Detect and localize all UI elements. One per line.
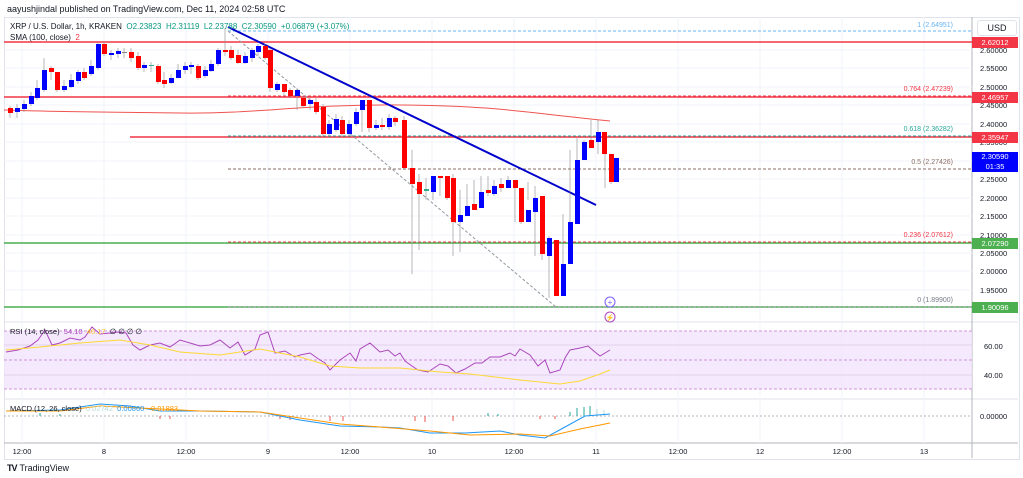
lightning-event-icon[interactable]: ⚡ bbox=[604, 311, 616, 323]
fib-label-0.236: 0.236 (2.07612) bbox=[903, 232, 953, 239]
macd-legend[interactable]: MACD (12, 26, close) 0.02742 0.00860 -0.… bbox=[10, 404, 178, 413]
tv-logo-icon: TV bbox=[7, 463, 17, 473]
svg-text:60.00: 60.00 bbox=[984, 342, 1003, 351]
rsi-ma-value: 46.17 bbox=[86, 327, 106, 336]
svg-text:2.05000: 2.05000 bbox=[980, 249, 1007, 258]
price-tag-2.07290: 2.07290 bbox=[972, 238, 1018, 249]
svg-text:11: 11 bbox=[592, 447, 600, 456]
rsi-ma-line bbox=[5, 339, 611, 385]
last-price-value: 2.30590 bbox=[981, 152, 1009, 161]
price-tag-2.46957: 2.46957 bbox=[972, 92, 1018, 103]
fibonacci-retracement[interactable] bbox=[227, 30, 972, 308]
open-value: O2.23823 bbox=[126, 22, 162, 31]
sma-100-line bbox=[3, 104, 611, 122]
svg-text:12:00: 12:00 bbox=[669, 447, 688, 456]
rsi-extras: ∅ ∅ ∅ ∅ bbox=[109, 327, 143, 336]
price-tag-1.90096: 1.90096 bbox=[972, 302, 1018, 313]
rsi-legend[interactable]: RSI (14, close) 54.10 46.17 ∅ ∅ ∅ ∅ bbox=[10, 327, 142, 336]
ohlc-row: XRP / U.S. Dollar, 1h, KRAKEN O2.23823 H… bbox=[10, 21, 349, 32]
macd-label: MACD (12, 26, close) bbox=[10, 404, 82, 413]
rsi-label: RSI (14, close) bbox=[10, 327, 60, 336]
svg-text:8: 8 bbox=[102, 447, 106, 456]
svg-text:2.00000: 2.00000 bbox=[980, 267, 1007, 276]
tv-brand: TradingView bbox=[19, 463, 70, 473]
high-value: H2.31119 bbox=[165, 22, 200, 31]
svg-text:2.40000: 2.40000 bbox=[980, 120, 1007, 129]
change-value: +0.06879 (+3.07%) bbox=[280, 22, 350, 31]
bar-countdown: 01:35 bbox=[985, 162, 1005, 171]
svg-text:0.00000: 0.00000 bbox=[980, 412, 1007, 421]
chart-frame bbox=[4, 17, 1020, 460]
macd-hist-value: 0.02742 bbox=[85, 404, 113, 413]
low-value: L2.23788 bbox=[203, 22, 238, 31]
fib-label-0.5: 0.5 (2.27426) bbox=[911, 159, 953, 166]
svg-text:12:00: 12:00 bbox=[833, 447, 852, 456]
fib-label-1: 1 (2.64951) bbox=[917, 22, 953, 29]
symbol-legend[interactable]: XRP / U.S. Dollar, 1h, KRAKEN O2.23823 H… bbox=[10, 21, 349, 43]
svg-text:2.50000: 2.50000 bbox=[980, 83, 1007, 92]
svg-text:12:00: 12:00 bbox=[505, 447, 524, 456]
svg-text:40.00: 40.00 bbox=[984, 371, 1003, 380]
close-value: C2.30590 bbox=[241, 22, 277, 31]
macd-signal-value: -0.01883 bbox=[148, 404, 179, 413]
svg-text:2.15000: 2.15000 bbox=[980, 212, 1007, 221]
svg-text:2.25000: 2.25000 bbox=[980, 175, 1007, 184]
svg-text:2.45000: 2.45000 bbox=[980, 101, 1007, 110]
svg-text:9: 9 bbox=[266, 447, 270, 456]
svg-text:12:00: 12:00 bbox=[177, 447, 196, 456]
price-tag-2.35947: 2.35947 bbox=[972, 132, 1018, 143]
publisher-caption: aayushjindal published on TradingView.co… bbox=[7, 4, 286, 14]
price-tag-2.62012: 2.62012 bbox=[972, 37, 1018, 48]
svg-text:2.55000: 2.55000 bbox=[980, 64, 1007, 73]
macd-value: 0.00860 bbox=[117, 404, 145, 413]
macd-signal-line bbox=[6, 405, 611, 437]
plus-event-icon[interactable]: + bbox=[604, 296, 616, 308]
fib-label-0: 0 (1.89900) bbox=[917, 297, 953, 304]
time-axis[interactable]: 12:00 8 12:00 9 12:00 10 12:00 11 12:00 … bbox=[13, 447, 929, 456]
tradingview-logo[interactable]: TV TradingView bbox=[7, 463, 69, 473]
rsi-line bbox=[5, 326, 611, 374]
svg-text:2.60000: 2.60000 bbox=[980, 46, 1007, 55]
svg-text:12:00: 12:00 bbox=[341, 447, 360, 456]
svg-text:2.10000: 2.10000 bbox=[980, 231, 1007, 240]
descending-trendline[interactable] bbox=[227, 26, 597, 206]
svg-text:13: 13 bbox=[920, 447, 928, 456]
rsi-value: 54.10 bbox=[63, 327, 83, 336]
svg-text:+: + bbox=[608, 298, 613, 307]
symbol-name: XRP / U.S. Dollar, 1h, KRAKEN bbox=[10, 22, 122, 31]
horizontal-gridlines bbox=[4, 49, 972, 291]
fib-label-0.764: 0.764 (2.47239) bbox=[903, 86, 953, 93]
svg-text:12:00: 12:00 bbox=[13, 447, 32, 456]
svg-text:1.95000: 1.95000 bbox=[980, 286, 1007, 295]
sma-label: SMA (100, close) bbox=[10, 33, 71, 42]
candlesticks bbox=[8, 28, 619, 298]
last-price-tag: 2.30590 01:35 bbox=[972, 152, 1018, 172]
sma-row[interactable]: SMA (100, close) 2 bbox=[10, 32, 349, 43]
sma-value: 2 bbox=[75, 33, 80, 42]
fib-label-0.618: 0.618 (2.36282) bbox=[903, 126, 953, 133]
svg-text:12: 12 bbox=[756, 447, 764, 456]
svg-text:10: 10 bbox=[428, 447, 436, 456]
currency-button[interactable]: USD bbox=[977, 20, 1017, 36]
svg-text:2.20000: 2.20000 bbox=[980, 194, 1007, 203]
svg-text:⚡: ⚡ bbox=[606, 313, 615, 322]
